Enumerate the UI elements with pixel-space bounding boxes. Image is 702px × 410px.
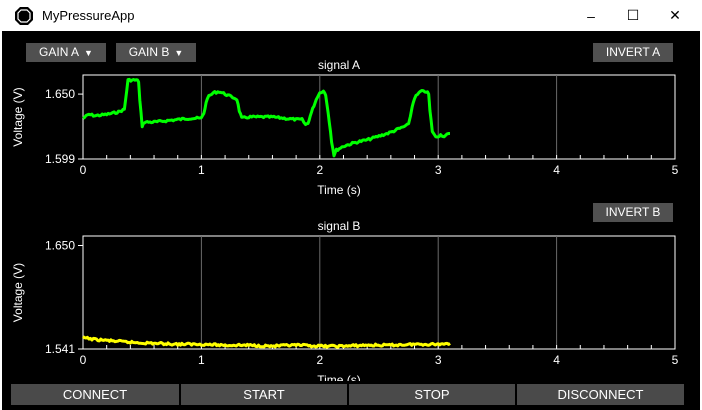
bottom-toolbar: CONNECT START STOP DISCONNECT <box>11 384 684 405</box>
signal-a-chart: 0 1 2 3 4 5 1.599 1.650 signal A Time (s) Voltage … <box>11 58 679 197</box>
gain-b-label: GAIN B <box>128 45 170 59</box>
plot-frame <box>82 235 676 350</box>
minimize-button[interactable]: – <box>587 7 595 24</box>
y-axis-label: Voltage (V) <box>11 263 25 322</box>
start-button[interactable]: START <box>181 384 349 405</box>
x-tick-label: 1 <box>198 353 205 367</box>
chart-title: signal A <box>318 58 360 72</box>
signal-b-chart: 0 1 2 3 4 5 1.541 1.650 signal B Time (s) Voltage … <box>11 219 679 381</box>
x-tick-label: 4 <box>553 353 560 367</box>
y-tick-label: 1.650 <box>45 87 75 101</box>
plot-frame <box>82 74 676 160</box>
x-axis-label: Time (s) <box>317 373 361 381</box>
y-tick-label: 1.599 <box>45 152 75 166</box>
x-tick-label: 0 <box>80 353 87 367</box>
window-title: MyPressureApp <box>42 8 135 23</box>
chevron-down-icon: ▼ <box>174 48 184 58</box>
x-tick-label: 0 <box>80 163 87 177</box>
gain-a-dropdown[interactable]: GAIN A ▼ <box>26 43 106 62</box>
x-tick-label: 1 <box>198 163 205 177</box>
chart-title: signal B <box>318 219 361 233</box>
chevron-down-icon: ▼ <box>84 48 93 58</box>
x-tick-label: 3 <box>435 163 442 177</box>
invert-a-button[interactable]: INVERT A <box>593 43 673 62</box>
x-axis-label: Time (s) <box>317 183 361 197</box>
x-tick-label: 4 <box>553 163 560 177</box>
y-tick-label: 1.650 <box>45 238 75 252</box>
y-axis-label: Voltage (V) <box>11 87 25 146</box>
close-button[interactable]: ✕ <box>669 7 681 23</box>
app-canvas: GAIN A ▼ GAIN B ▼ INVERT A INVERT B 0 1 2 3 4 5… <box>2 31 700 410</box>
gain-b-dropdown[interactable]: GAIN B ▼ <box>116 43 196 62</box>
series-line <box>82 335 451 349</box>
invert-b-button[interactable]: INVERT B <box>593 203 673 222</box>
y-tick-label: 1.541 <box>45 342 75 356</box>
x-tick-label: 5 <box>672 353 679 367</box>
stop-button[interactable]: STOP <box>349 384 517 405</box>
disconnect-button[interactable]: DISCONNECT <box>517 384 684 405</box>
x-tick-label: 2 <box>316 163 323 177</box>
x-tick-label: 5 <box>672 163 679 177</box>
x-tick-label: 2 <box>316 353 323 367</box>
series-line <box>82 77 451 158</box>
gain-a-label: GAIN A <box>39 45 80 59</box>
maximize-button[interactable]: ☐ <box>626 7 640 23</box>
connect-button[interactable]: CONNECT <box>11 384 181 405</box>
title-bar: MyPressureApp – ☐ ✕ <box>0 0 702 31</box>
app-logo-icon <box>15 7 33 25</box>
x-tick-label: 3 <box>435 353 442 367</box>
